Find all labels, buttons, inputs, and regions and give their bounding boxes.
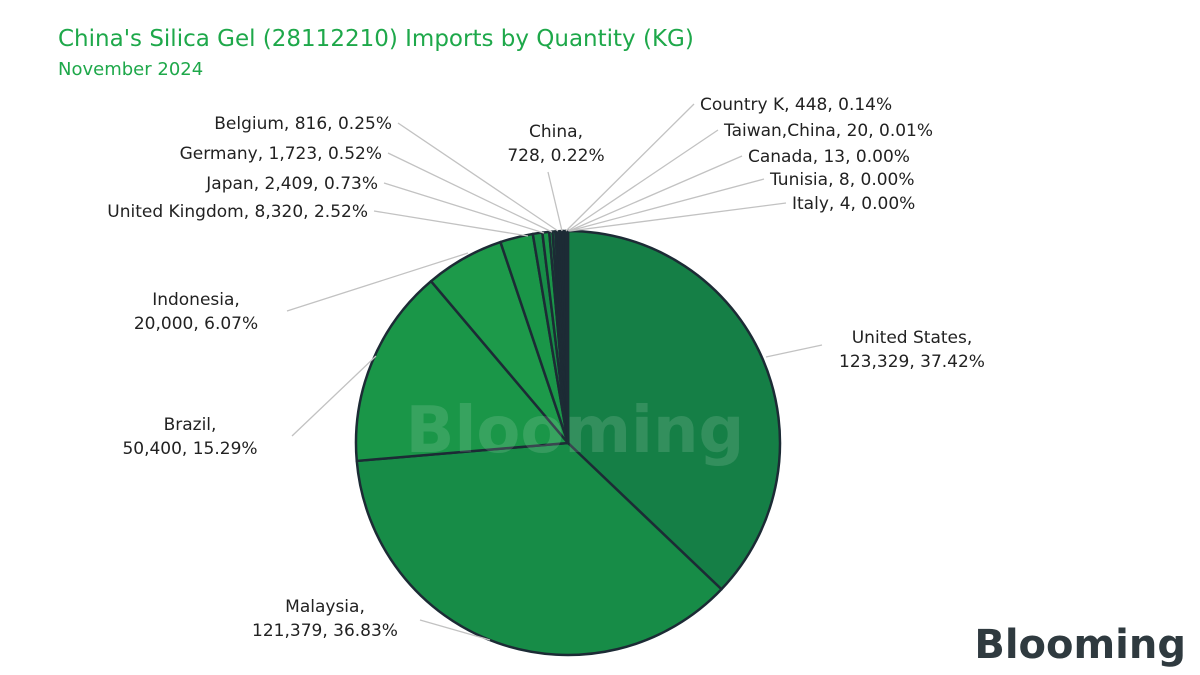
data-label: Taiwan,China, 20, 0.01% bbox=[723, 121, 933, 141]
data-label-line: United States, bbox=[852, 328, 973, 348]
data-label: Japan, 2,409, 0.73% bbox=[205, 174, 378, 194]
chart-subtitle: November 2024 bbox=[58, 59, 204, 80]
data-label-line: 20,000, 6.07% bbox=[134, 314, 258, 334]
leader-line bbox=[383, 182, 545, 234]
data-label-line: Italy, 4, 0.00% bbox=[792, 194, 915, 214]
data-label: Country K, 448, 0.14% bbox=[700, 95, 892, 115]
data-label-line: Japan, 2,409, 0.73% bbox=[205, 174, 378, 194]
leader-line bbox=[565, 103, 695, 232]
leader-line bbox=[569, 202, 787, 232]
data-label: Malaysia, 121,379, 36.83% bbox=[252, 597, 398, 641]
pie-slice-malaysia bbox=[355, 441, 723, 657]
leader-line bbox=[397, 122, 559, 232]
pie-labels: United States, 123,329, 37.42% Malaysia, 12… bbox=[107, 95, 985, 641]
data-label-line: China, bbox=[529, 122, 583, 142]
leader-line bbox=[547, 171, 563, 232]
data-label: China, 728, 0.22% bbox=[507, 122, 604, 166]
data-label-line: Country K, 448, 0.14% bbox=[700, 95, 892, 115]
pie-slice-united-states bbox=[566, 229, 782, 591]
leader-line bbox=[568, 178, 765, 232]
data-label: Italy, 4, 0.00% bbox=[792, 194, 915, 214]
data-label-line: Brazil, bbox=[164, 415, 217, 435]
leader-line bbox=[567, 129, 719, 232]
data-label: Canada, 13, 0.00% bbox=[748, 147, 910, 167]
data-label-line: Germany, 1,723, 0.52% bbox=[180, 144, 382, 164]
data-label: Tunisia, 8, 0.00% bbox=[769, 170, 915, 190]
data-label: Germany, 1,723, 0.52% bbox=[180, 144, 382, 164]
data-label-line: 50,400, 15.29% bbox=[122, 439, 257, 459]
data-label: Belgium, 816, 0.25% bbox=[214, 114, 392, 134]
watermark: Blooming bbox=[406, 394, 745, 468]
data-label-line: United Kingdom, 8,320, 2.52% bbox=[107, 202, 368, 222]
data-label-line: 121,379, 36.83% bbox=[252, 621, 398, 641]
chart-title: China's Silica Gel (28112210) Imports by… bbox=[58, 26, 694, 52]
leader-line bbox=[419, 619, 491, 641]
data-label-line: Indonesia, bbox=[152, 290, 240, 310]
data-label: United States, 123,329, 37.42% bbox=[839, 328, 985, 372]
leader-line bbox=[286, 252, 469, 312]
leader-line bbox=[291, 355, 377, 437]
data-label-line: Taiwan,China, 20, 0.01% bbox=[723, 121, 933, 141]
data-label-line: Belgium, 816, 0.25% bbox=[214, 114, 392, 134]
pie-slice-brazil bbox=[354, 279, 570, 463]
leader-line bbox=[387, 152, 553, 233]
leader-line bbox=[373, 210, 529, 237]
data-label-line: 123,329, 37.42% bbox=[839, 352, 985, 372]
brand-logo: Blooming bbox=[974, 621, 1186, 669]
data-label: Indonesia, 20,000, 6.07% bbox=[134, 290, 258, 334]
data-label-line: Malaysia, bbox=[285, 597, 365, 617]
data-label: Brazil, 50,400, 15.29% bbox=[122, 415, 257, 459]
data-label-line: 728, 0.22% bbox=[507, 146, 604, 166]
brand-logo-text: Blooming bbox=[974, 622, 1186, 668]
pie-slices bbox=[354, 229, 782, 657]
data-label: United Kingdom, 8,320, 2.52% bbox=[107, 202, 368, 222]
leader-line bbox=[568, 155, 743, 232]
data-label-line: Canada, 13, 0.00% bbox=[748, 147, 910, 167]
data-label-line: Tunisia, 8, 0.00% bbox=[769, 170, 915, 190]
leader-line bbox=[765, 344, 823, 358]
